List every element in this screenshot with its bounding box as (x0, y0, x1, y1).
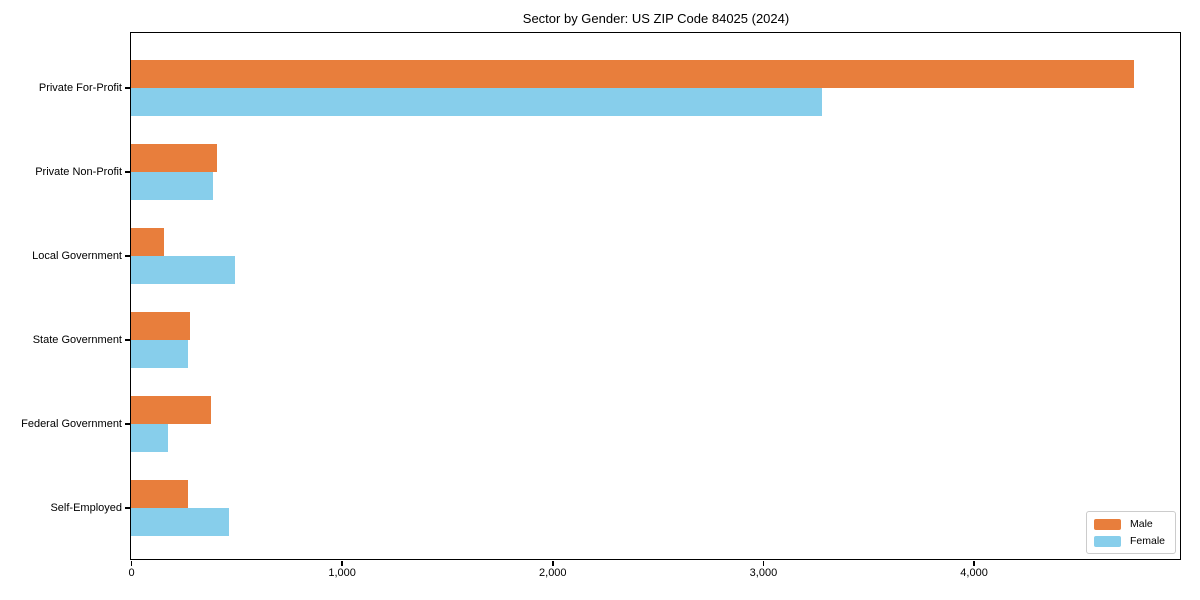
bar-female-private-for-profit (131, 87, 822, 116)
x-tick-label: 2,000 (539, 567, 567, 579)
y-tick-mark (125, 423, 130, 425)
bar-female-state-government (131, 339, 188, 368)
bar-female-self-employed (131, 507, 229, 536)
y-tick-label-local-government: Local Government (32, 250, 122, 262)
bar-male-local-government (131, 227, 164, 256)
x-tick-label: 4,000 (960, 567, 988, 579)
x-tick-label: 0 (128, 567, 135, 579)
y-tick-label-state-government: State Government (32, 334, 122, 346)
x-tick-label: 3,000 (749, 567, 778, 579)
x-tick-mark (552, 561, 554, 566)
bar-male-state-government (131, 311, 190, 340)
bar-female-local-government (131, 255, 236, 284)
x-tick-mark (341, 561, 343, 566)
bar-male-self-employed (131, 479, 188, 508)
y-tick-mark (125, 171, 130, 173)
x-tick-mark (973, 561, 975, 566)
legend-item-female: Female (1093, 535, 1165, 547)
y-tick-label-self-employed: Self-Employed (50, 502, 122, 514)
y-tick-mark (125, 339, 130, 341)
y-tick-label-private-non-profit: Private Non-Profit (35, 166, 122, 178)
x-tick-mark (762, 561, 765, 566)
legend-swatch-male (1093, 518, 1121, 530)
plot-area: Male Female (130, 32, 1181, 560)
legend-label-male: Male (1129, 518, 1153, 530)
y-tick-mark (125, 87, 130, 89)
y-tick-label-private-for-profit: Private For-Profit (38, 82, 122, 94)
x-tick-label: 1,000 (328, 567, 356, 579)
bar-male-federal-government (131, 395, 212, 424)
legend: Male Female (1085, 511, 1176, 554)
legend-item-male: Male (1093, 518, 1165, 530)
legend-label-female: Female (1129, 535, 1165, 547)
x-tick-mark (130, 561, 133, 566)
legend-swatch-female (1093, 535, 1121, 547)
chart-title: Sector by Gender: US ZIP Code 84025 (202… (522, 11, 790, 26)
bar-male-private-non-profit (131, 143, 218, 172)
y-tick-mark (125, 507, 130, 509)
bar-male-private-for-profit (131, 59, 1134, 88)
y-tick-label-federal-government: Federal Government (21, 418, 122, 430)
y-tick-mark (125, 255, 130, 257)
bar-female-federal-government (131, 423, 168, 452)
bar-female-private-non-profit (131, 171, 214, 200)
